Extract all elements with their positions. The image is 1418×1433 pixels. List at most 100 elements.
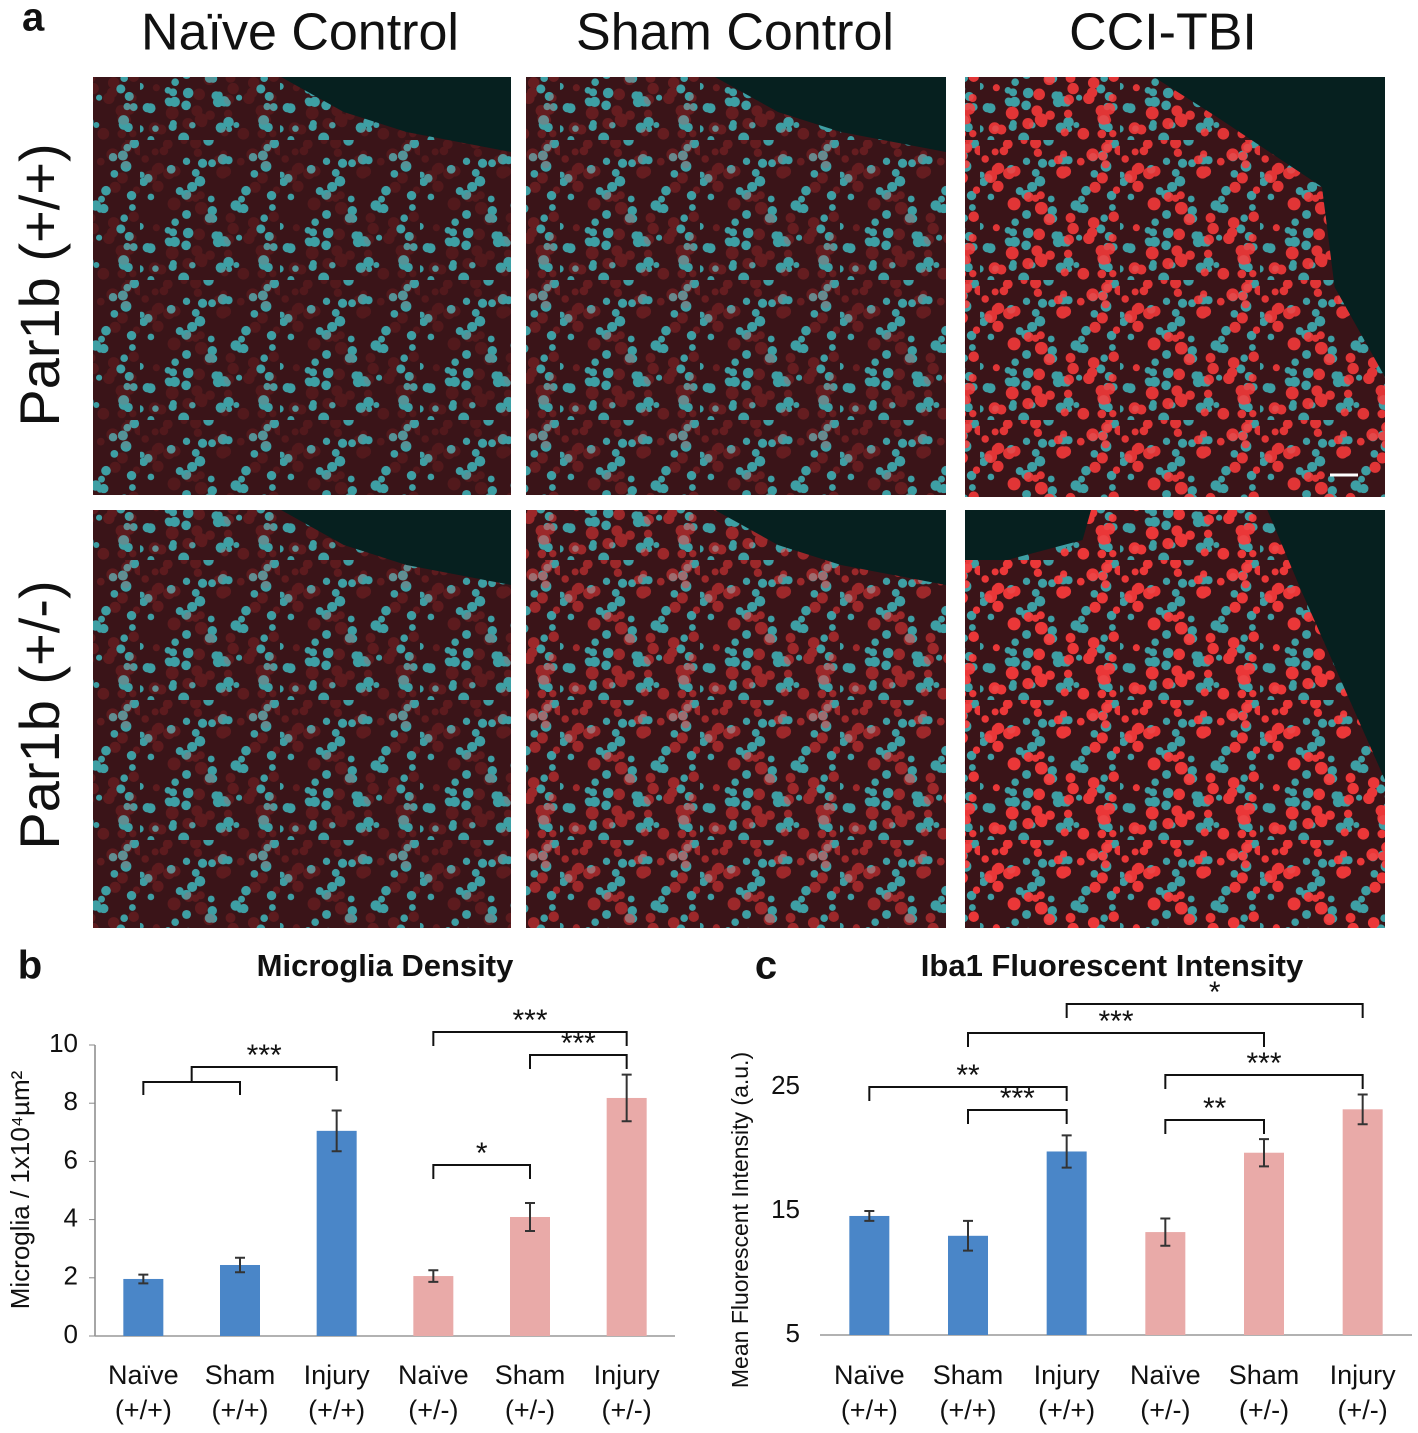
y-tick-label: 5	[786, 1318, 800, 1348]
significance-label: **	[1203, 1092, 1227, 1125]
x-tick-label: (+/-)	[505, 1395, 555, 1425]
x-tick-label: Sham	[205, 1360, 276, 1390]
x-tick-label: Injury	[1330, 1360, 1397, 1390]
tissue-edge	[715, 77, 946, 152]
significance-bracket	[967, 1109, 1068, 1124]
panel-label: b	[18, 944, 42, 988]
image-microglia	[526, 77, 946, 495]
chart-title: Microglia Density	[257, 948, 514, 983]
panel-label: c	[755, 944, 777, 988]
significance-label: ***	[1246, 1047, 1281, 1080]
x-tick-label: (+/-)	[1140, 1395, 1190, 1425]
significance-bracket	[190, 1066, 338, 1082]
column-header: Sham Control	[576, 4, 894, 62]
significance-label: ***	[512, 1004, 547, 1037]
significance-label: ***	[247, 1039, 282, 1072]
error-bar	[621, 1073, 632, 1123]
y-axis-label: Mean Fluorescent Intensity (a.u.)	[727, 1052, 753, 1388]
chart-title: Iba1 Fluorescent Intensity	[921, 948, 1304, 983]
x-tick-label: (+/-)	[1239, 1395, 1289, 1425]
significance-bracket	[432, 1164, 531, 1179]
x-tick-label: Injury	[594, 1360, 661, 1390]
y-tick-label: 2	[64, 1261, 78, 1291]
error-bar	[1357, 1093, 1368, 1126]
image-microglia	[93, 510, 511, 928]
x-tick-label: (+/-)	[602, 1395, 652, 1425]
micrographs	[93, 77, 1385, 928]
tissue-edge	[281, 77, 511, 152]
image-microglia	[526, 510, 946, 928]
x-tick-label: Naïve	[398, 1360, 469, 1390]
x-tick-label: (+/+)	[1038, 1395, 1095, 1425]
bar	[606, 1097, 647, 1336]
bar	[220, 1264, 260, 1336]
x-tick-label: (+/-)	[1338, 1395, 1388, 1425]
bar	[849, 1215, 890, 1335]
error-bar	[864, 1210, 875, 1222]
x-tick-label: (+/+)	[841, 1395, 898, 1425]
bar	[316, 1130, 357, 1336]
error-bar	[235, 1256, 245, 1274]
significance-bracket	[1164, 1074, 1364, 1089]
x-tick-label: (+/+)	[939, 1395, 996, 1425]
y-tick-label: 8	[64, 1086, 78, 1116]
bar	[510, 1216, 550, 1336]
error-bar	[428, 1269, 439, 1283]
significance-bracket	[1164, 1119, 1265, 1134]
significance-label: ***	[1000, 1082, 1035, 1115]
significance-label: *	[1209, 976, 1221, 1009]
x-tick-label: Naïve	[1130, 1360, 1201, 1390]
x-tick-label: (+/+)	[211, 1395, 268, 1425]
tissue-edge	[1154, 77, 1385, 377]
bar	[1145, 1232, 1186, 1335]
error-bar	[1259, 1138, 1269, 1168]
column-header: CCI-TBI	[1069, 4, 1257, 62]
error-bar	[331, 1109, 342, 1153]
x-tick-label: Sham	[933, 1360, 1004, 1390]
bar	[1046, 1151, 1087, 1335]
x-tick-label: Sham	[1229, 1360, 1300, 1390]
significance-bracket	[967, 1032, 1265, 1047]
x-tick-label: Injury	[1034, 1360, 1101, 1390]
bar	[1342, 1109, 1383, 1335]
bar	[413, 1276, 454, 1336]
x-tick-label: Injury	[304, 1360, 371, 1390]
error-bar	[1061, 1134, 1072, 1169]
y-axis-label: Microglia / 1x10⁴µm²	[5, 1070, 35, 1309]
significance-bracket	[142, 1081, 241, 1095]
significance-label: ***	[561, 1027, 596, 1060]
significance-bracket	[1065, 1003, 1364, 1018]
row-header: Par1b (+/+)	[8, 143, 71, 426]
panel-label: a	[22, 0, 45, 40]
error-bar	[1160, 1217, 1171, 1247]
bar	[948, 1235, 988, 1335]
x-tick-label: (+/-)	[408, 1395, 458, 1425]
tissue-edge	[1267, 510, 1385, 780]
row-header: Par1b (+/-)	[8, 580, 71, 849]
x-tick-label: (+/+)	[115, 1395, 172, 1425]
x-tick-label: Naïve	[834, 1360, 905, 1390]
significance-bracket	[432, 1031, 628, 1046]
bar	[1244, 1152, 1284, 1335]
y-tick-label: 25	[771, 1070, 800, 1100]
y-tick-label: 6	[64, 1144, 78, 1174]
x-tick-label: Sham	[495, 1360, 566, 1390]
y-tick-label: 4	[64, 1202, 78, 1232]
significance-label: **	[956, 1059, 980, 1092]
bar	[123, 1278, 164, 1336]
image-microglia	[93, 77, 511, 495]
y-tick-label: 15	[771, 1194, 800, 1224]
y-tick-label: 10	[49, 1028, 78, 1058]
x-tick-label: (+/+)	[308, 1395, 365, 1425]
tissue-edge	[965, 510, 1091, 560]
significance-bracket	[529, 1054, 628, 1069]
significance-label: ***	[1098, 1005, 1133, 1038]
error-bar	[963, 1219, 973, 1252]
x-tick-label: Naïve	[108, 1360, 179, 1390]
y-tick-label: 0	[64, 1319, 78, 1349]
tissue-edge	[281, 510, 511, 585]
error-bar	[525, 1202, 535, 1232]
error-bar	[138, 1273, 149, 1285]
significance-bracket	[868, 1086, 1068, 1101]
